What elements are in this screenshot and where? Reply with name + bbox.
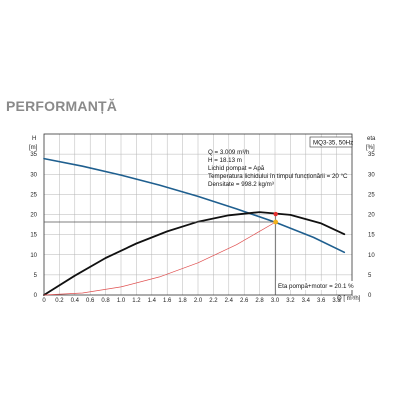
x-tick-label: 2.8: [255, 298, 264, 304]
info-line-temperature: Temperatura lichidului în timpul funcțio…: [208, 173, 348, 180]
x-tick-label: 2.2: [209, 298, 218, 304]
eta-label-box: [276, 281, 353, 290]
x-tick-label: 1.6: [163, 298, 172, 304]
x-tick-label: 1.0: [117, 298, 126, 304]
y-left-tick-label: 25: [30, 192, 37, 198]
x-tick-label: 2.0: [194, 298, 203, 304]
series-line-head: [43, 157, 346, 254]
eta-label: Eta pompă+motor = 20.1 %: [278, 283, 354, 290]
y-left-tick-label: 10: [30, 253, 37, 259]
info-line-liquid: Lichid pompat = Apă: [208, 165, 265, 172]
y-left-tick-label: 5: [34, 273, 38, 279]
x-tick-label: 0.4: [71, 298, 80, 304]
y-left-tick-label: 20: [30, 213, 37, 219]
info-line-head: H = 18.13 m: [208, 157, 242, 164]
series-line-system-curve: [43, 221, 277, 296]
efficiency-point-marker: [273, 211, 278, 217]
y-left-tick-label: 30: [30, 172, 37, 178]
x-tick-label: 3.8: [332, 298, 341, 304]
y-right-tick-label: 30: [368, 172, 375, 178]
info-line-flow: Q = 3.009 m³/h: [208, 149, 250, 156]
series-layer: [43, 157, 346, 296]
page-title: PERFORMANȚĂ: [6, 98, 118, 114]
x-tick-label: 2.4: [225, 298, 234, 304]
info-panel: Q = 3.009 m³/h H = 18.13 m Lichid pompat…: [208, 149, 348, 188]
x-tick-label: 0.6: [86, 298, 95, 304]
x-tick-label: 1.2: [132, 298, 141, 304]
tick-labels: 0 0.2 0.4 0.6 0.8 1.0 1.2 1.4 1.6 1.8 2.0 2.2 2.4 2.6…: [30, 152, 375, 304]
x-tick-label: 3.0: [271, 298, 280, 304]
x-tick-label: 0.8: [101, 298, 110, 304]
model-box: [309, 136, 353, 148]
y-left-tick-label: 35: [30, 152, 37, 158]
y-right-tick-label: 35: [368, 152, 375, 158]
grid: [44, 134, 352, 295]
y-axis-right-unit: [%]: [366, 145, 375, 151]
x-tick-label: 3.4: [302, 298, 311, 304]
y-right-tick-label: 5: [368, 273, 372, 279]
y-axis-left-label: H: [32, 136, 36, 142]
x-tick-label: 2.6: [240, 298, 249, 304]
y-left-tick-label: 15: [30, 233, 37, 239]
y-axis-right-label: eta: [367, 136, 376, 142]
x-tick-label: 3.6: [317, 298, 326, 304]
y-left-tick-label: 0: [34, 293, 38, 299]
y-right-tick-label: 20: [368, 213, 375, 219]
x-tick-label: 0.2: [55, 298, 64, 304]
y-right-tick-label: 15: [368, 233, 375, 239]
x-axis-label: Q [ m³/h]: [337, 296, 361, 302]
y-right-tick-label: 0: [368, 293, 372, 299]
x-tick-label: 0: [42, 298, 46, 304]
y-right-tick-label: 10: [368, 253, 375, 259]
y-right-tick-label: 25: [368, 192, 375, 198]
plot-frame: [43, 133, 353, 296]
model-label: MQ3-35, 50Hz: [313, 140, 353, 147]
operating-point-marker: [273, 219, 279, 225]
x-tick-label: 1.4: [148, 298, 157, 304]
info-line-density: Densitate = 998.2 kg/m³: [208, 181, 274, 188]
y-axis-left-unit: [m]: [29, 145, 38, 151]
x-tick-label: 3.2: [286, 298, 295, 304]
x-tick-label: 1.8: [178, 298, 187, 304]
